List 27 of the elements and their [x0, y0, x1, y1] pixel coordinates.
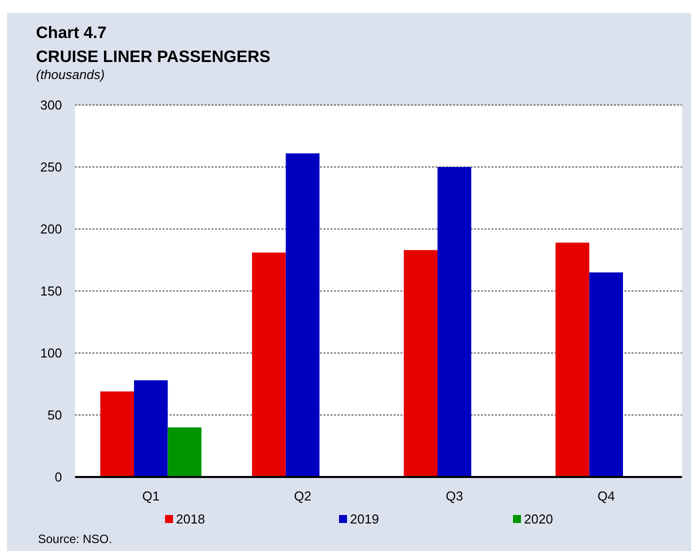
y-tick-label: 200	[40, 222, 62, 237]
legend-label: 2018	[176, 512, 205, 527]
source-note: Source: NSO.	[38, 532, 112, 546]
y-tick-label: 300	[40, 98, 62, 113]
chart-title: Chart 4.7	[36, 24, 107, 42]
bar	[286, 153, 320, 477]
bar	[438, 167, 472, 477]
bar	[134, 380, 168, 477]
y-tick-label: 150	[40, 284, 62, 299]
bar	[252, 252, 286, 477]
bar	[589, 272, 623, 477]
chart-subtitle: CRUISE LINER PASSENGERS	[36, 48, 270, 66]
x-tick-label: Q1	[142, 488, 160, 504]
bar	[100, 391, 134, 477]
legend-label: 2020	[524, 512, 553, 527]
x-tick-label: Q2	[294, 488, 312, 504]
bar	[556, 242, 590, 477]
x-tick-label: Q3	[446, 488, 464, 504]
x-tick-label: Q4	[597, 488, 615, 504]
y-tick-label: 250	[40, 160, 62, 175]
y-axis-title: (thousands)	[36, 67, 105, 82]
y-tick-label: 50	[48, 408, 62, 423]
y-tick-label: 100	[40, 346, 62, 361]
y-tick-label: 0	[54, 470, 62, 485]
bar	[168, 427, 202, 477]
legend-label: 2019	[350, 512, 379, 527]
bar	[404, 250, 438, 477]
